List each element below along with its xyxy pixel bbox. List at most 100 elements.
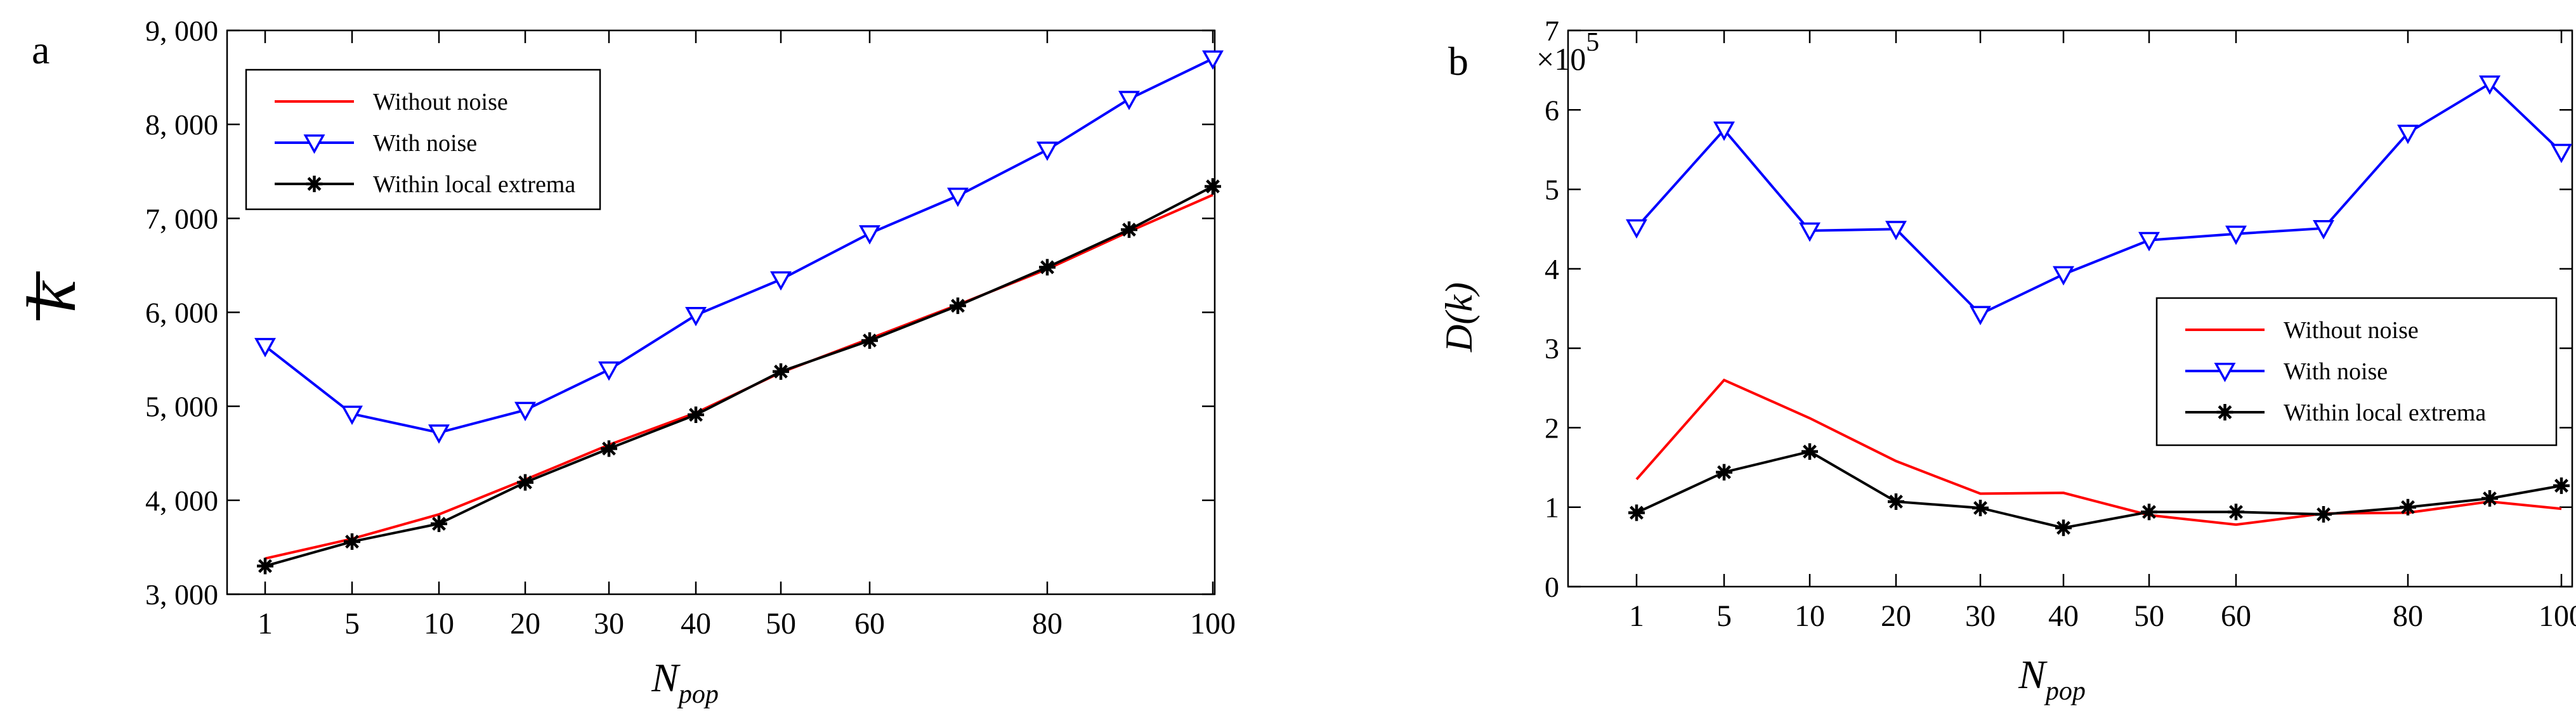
x-tick-label: 10: [424, 607, 454, 641]
data-point-marker: [2055, 519, 2072, 537]
x-axis-label-main: N: [651, 655, 681, 700]
y-tick-label: 0: [1545, 571, 1559, 603]
data-point-marker: [517, 474, 533, 491]
legend-swatch-marker: [2216, 404, 2233, 420]
y-axis-label: k: [13, 280, 90, 312]
data-point-marker: [2315, 505, 2332, 523]
series-line: [1636, 450, 2562, 530]
y-tick-label: 8, 000: [145, 108, 218, 141]
data-point-marker: [2400, 498, 2416, 516]
x-tick-label: 80: [1032, 607, 1062, 641]
data-point-marker: [2228, 504, 2244, 521]
data-point-marker: [1628, 504, 1645, 521]
series-within-local-extrema: [257, 178, 1221, 575]
data-point-marker: [1801, 443, 1818, 460]
legend-entry-label: Within local extrema: [2284, 400, 2486, 426]
y-tick-label: 7: [1545, 15, 1559, 47]
data-point-marker: [2479, 75, 2501, 95]
legend-entry-label: With noise: [373, 130, 477, 157]
data-point-marker: [1036, 141, 1058, 161]
y-tick-label: 7, 000: [145, 202, 218, 235]
data-point-marker: [770, 271, 792, 291]
y-tick-label: 4: [1545, 253, 1559, 285]
series-with-noise: [254, 50, 1224, 444]
series-line: [1635, 378, 2562, 526]
y-axis-label: D(k): [1438, 282, 1480, 353]
x-axis-label-subscript: pop: [677, 680, 719, 709]
legend-entry-label: Without noise: [2284, 317, 2419, 344]
data-point-marker: [344, 533, 360, 550]
x-tick-label: 20: [510, 607, 540, 641]
x-tick-label: 40: [681, 607, 711, 641]
y-tick-label: 3: [1545, 332, 1559, 365]
legend: Without noise With noise Within local extr…: [2155, 297, 2558, 446]
x-axis-label: Npop: [2018, 652, 2086, 706]
y-tick-label: 2: [1545, 412, 1559, 444]
data-point-marker: [1202, 50, 1224, 70]
data-point-marker: [1713, 121, 1735, 141]
x-tick-label: 1: [258, 607, 273, 641]
data-point-marker: [598, 361, 620, 381]
y-tick-label: 1: [1545, 491, 1559, 524]
data-point-marker: [947, 187, 969, 207]
data-point-marker: [688, 407, 704, 424]
legend-entry-label: With noise: [2284, 358, 2388, 385]
series-line: [265, 193, 1213, 560]
x-tick-label: 100: [1190, 607, 1236, 641]
panel-a-chart: 3, 000 4, 000 5, 000 6, 000 7, 000 8, 000 9, 0…: [13, 15, 1236, 709]
data-point-marker: [341, 405, 363, 426]
x-tick-label: 1: [1629, 599, 1644, 633]
data-point-marker: [601, 440, 617, 457]
y-tick-label: 5: [1545, 174, 1559, 206]
series-line: [265, 185, 1213, 568]
y-tick-label: 6: [1545, 94, 1559, 126]
data-point-marker: [1885, 221, 1907, 240]
series-without-noise: [1635, 378, 2562, 526]
x-tick-label: 50: [766, 607, 796, 641]
data-point-marker: [1205, 178, 1221, 195]
legend-box: [245, 68, 601, 211]
x-tick-label: 30: [594, 607, 624, 641]
x-tick-label: 60: [2221, 599, 2251, 633]
data-point-marker: [1970, 306, 1991, 325]
data-point-marker: [1118, 91, 1140, 110]
data-point-marker: [428, 424, 450, 444]
data-point-marker: [2551, 143, 2572, 164]
series-with-noise: [1626, 75, 2572, 325]
data-point-marker: [861, 332, 878, 349]
x-axis-label-subscript: pop: [2044, 677, 2086, 706]
y-axis-multiplier-base: ×10: [1536, 41, 1586, 77]
x-axis-label-main: N: [2018, 652, 2048, 697]
data-point-marker: [773, 363, 789, 380]
legend-swatch-marker: [2214, 363, 2236, 382]
data-point-marker: [2138, 231, 2160, 252]
y-tick-label: 4, 000: [145, 485, 218, 517]
data-point-marker: [2141, 504, 2157, 521]
legend-swatch-marker: [303, 134, 325, 154]
y-tick-label: 5, 000: [145, 391, 218, 423]
data-point-marker: [257, 557, 273, 575]
series-within-local-extrema: [1628, 443, 2570, 537]
y-axis-multiplier: ×105: [1536, 28, 1599, 77]
x-tick-label: 5: [344, 607, 360, 641]
y-tick-label: 9, 000: [145, 15, 218, 47]
series-line: [264, 57, 1213, 434]
data-point-marker: [2313, 220, 2334, 240]
series-without-noise: [265, 193, 1213, 560]
x-tick-label: 80: [2393, 599, 2423, 633]
x-axis-label: Npop: [651, 655, 719, 709]
x-tick-label: 40: [2048, 599, 2079, 633]
data-point-marker: [1716, 464, 1732, 481]
data-point-marker: [2397, 124, 2419, 145]
data-point-marker: [254, 337, 276, 358]
data-point-marker: [2225, 225, 2247, 245]
legend-entry-label: Within local extrema: [373, 171, 575, 198]
y-axis-multiplier-exponent: 5: [1586, 28, 1599, 57]
legend: Without noise With noise Within local extr…: [245, 68, 601, 211]
y-tick-label: 6, 000: [145, 297, 218, 329]
panel-b-chart: 012345671510203040506080100bNpopD(k)×105…: [1438, 15, 2576, 706]
data-point-marker: [1972, 499, 1989, 516]
y-tick-label: 3, 000: [145, 578, 218, 611]
legend-swatch-marker: [306, 176, 323, 192]
data-point-marker: [1121, 221, 1137, 238]
